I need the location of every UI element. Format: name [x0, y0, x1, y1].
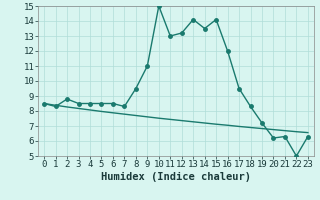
X-axis label: Humidex (Indice chaleur): Humidex (Indice chaleur) — [101, 172, 251, 182]
